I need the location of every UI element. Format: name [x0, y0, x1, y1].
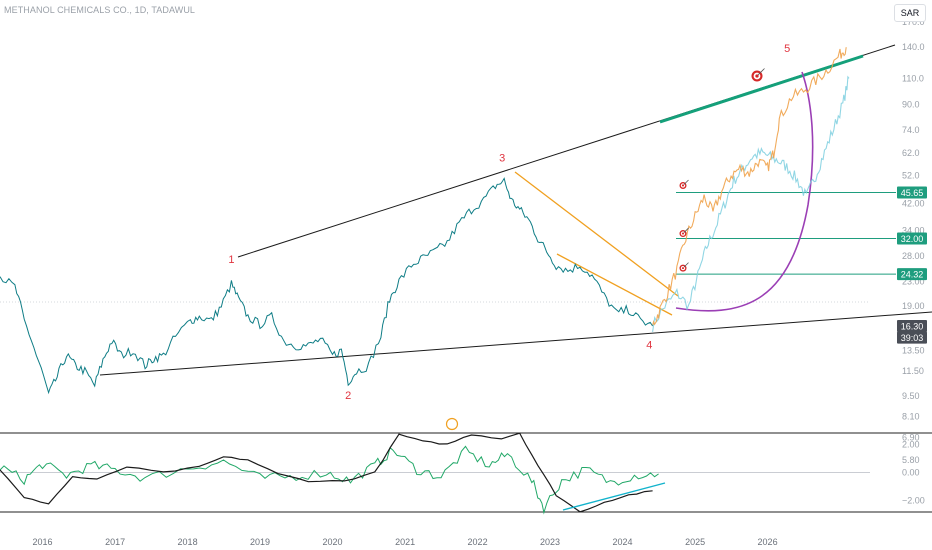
osc-y-tick-label: −2.00 — [902, 496, 925, 506]
y-tick-label: 110.0 — [902, 73, 924, 83]
target-icon-center — [681, 184, 685, 187]
price-label-text: 16.30 — [901, 322, 924, 332]
wedge-upper-line — [514, 171, 679, 297]
upper-trendline-highlight — [659, 54, 864, 124]
y-tick-label: 52.0 — [902, 171, 920, 181]
target-icon — [679, 262, 689, 272]
x-tick-label: 2025 — [685, 537, 705, 547]
x-tick-label: 2023 — [540, 537, 560, 547]
y-tick-label: 23.00 — [902, 276, 925, 286]
currency-button[interactable]: SAR — [894, 4, 926, 22]
price-label-box — [897, 268, 927, 281]
y-tick-label: 8.10 — [902, 412, 920, 422]
y-tick-label: 9.50 — [902, 391, 920, 401]
wave-label-5: 5 — [784, 43, 790, 55]
price-label-box — [897, 331, 927, 344]
osc-y-tick-label: 0.00 — [902, 468, 920, 478]
target-icon — [679, 227, 689, 238]
wave-label-4: 4 — [646, 340, 652, 352]
x-tick-label: 2022 — [468, 537, 488, 547]
price-label-text: 39:03 — [901, 333, 924, 343]
price-label-box — [897, 186, 927, 199]
target-icon-arrow — [683, 179, 689, 185]
x-tick-label: 2018 — [178, 537, 198, 547]
y-tick-label: 19.00 — [902, 301, 925, 311]
oscillator-divergence-line — [562, 482, 666, 511]
x-tick-label: 2019 — [250, 537, 270, 547]
price-label-box — [897, 232, 927, 245]
target-icon — [679, 179, 689, 189]
target-icon-center — [755, 74, 759, 78]
x-tick-label: 2026 — [758, 537, 778, 547]
target-icon-arrow — [683, 227, 689, 233]
oscillator-slow-line — [0, 432, 653, 513]
y-tick-label: 140.0 — [902, 42, 925, 52]
x-tick-label: 2024 — [612, 537, 632, 547]
wave-label-3: 3 — [499, 152, 505, 164]
price-label-text: 32.00 — [901, 234, 924, 244]
projection-arc — [675, 71, 814, 312]
y-tick-label: 90.0 — [902, 99, 920, 109]
x-tick-label: 2017 — [105, 537, 125, 547]
x-tick-label: 2021 — [395, 537, 415, 547]
x-tick-label: 2016 — [32, 537, 52, 547]
dividend-icon-ring — [445, 417, 459, 431]
y-tick-label: 42.00 — [902, 198, 925, 208]
wedge-lower-line — [556, 253, 673, 316]
y-tick-label: 11.50 — [902, 366, 924, 376]
y-tick-label: 34.00 — [902, 226, 925, 236]
chart-title: METHANOL CHEMICALS CO., 1D, TADAWUL — [4, 5, 196, 15]
price-label-box — [897, 320, 927, 333]
y-tick-label: 28.00 — [902, 251, 925, 261]
target-icon-arrow — [757, 68, 765, 76]
projection-path-orange — [652, 47, 847, 326]
y-tick-label: 6.90 — [902, 432, 920, 442]
y-tick-label: 74.0 — [902, 125, 920, 135]
y-tick-label: 170.0 — [902, 17, 925, 27]
y-tick-label: 13.50 — [902, 345, 925, 355]
target-icon-center — [681, 267, 685, 270]
price-label-text: 24.32 — [901, 270, 924, 280]
lower-trendline — [99, 311, 932, 376]
price-label-text: 45.65 — [901, 188, 924, 198]
projection-path-blue — [652, 75, 850, 332]
price-series-line — [0, 177, 654, 395]
wave-label-2: 2 — [345, 390, 351, 402]
dividend-icon — [445, 417, 459, 431]
target-icon-center — [681, 232, 685, 235]
x-tick-label: 2020 — [322, 537, 342, 547]
target-icon — [751, 68, 765, 82]
wave-label-1: 1 — [228, 254, 234, 266]
oscillator-fast-line — [0, 445, 659, 515]
target-icon-arrow — [683, 262, 689, 268]
osc-y-tick-label: 2.00 — [902, 439, 920, 449]
y-tick-label: 62.0 — [902, 148, 920, 158]
y-tick-label: 5.80 — [902, 455, 920, 465]
